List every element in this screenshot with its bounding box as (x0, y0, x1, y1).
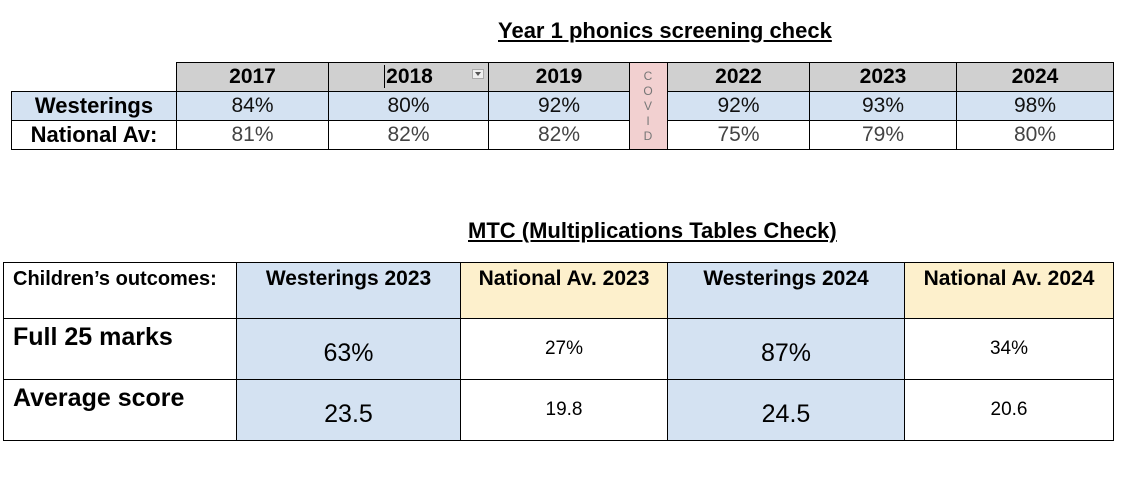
table-row: Average score 23.5 19.8 24.5 20.6 (3, 379, 1114, 441)
value-cell: 82% (488, 120, 630, 150)
value-cell: 87% (667, 318, 905, 380)
row-label-westerings: Westerings (11, 91, 177, 121)
table-row: Full 25 marks 63% 27% 87% 34% (3, 318, 1114, 380)
value-cell: 80% (956, 120, 1114, 150)
dropdown-arrow-icon[interactable] (472, 69, 484, 79)
value-cell: 82% (328, 120, 489, 150)
value-cell: 92% (667, 91, 810, 121)
covid-gap-cell: C O V I D (629, 62, 668, 150)
value-cell: 19.8 (460, 379, 668, 441)
table-row: Westerings 84% 80% 92% 92% 93% 98% (11, 91, 1114, 121)
row-label-national: National Av: (11, 120, 177, 150)
covid-letter: C (643, 68, 654, 83)
column-header: National Av. 2023 (460, 262, 668, 319)
value-cell: 24.5 (667, 379, 905, 441)
value-cell: 23.5 (236, 379, 461, 441)
value-cell: 84% (176, 91, 329, 121)
year-header-2024: 2024 (956, 62, 1114, 92)
value-cell: 81% (176, 120, 329, 150)
corner-cell (11, 62, 177, 92)
row-label: Average score (3, 379, 237, 441)
column-header: Westerings 2023 (236, 262, 461, 319)
year-header-2019: 2019 (488, 62, 630, 92)
year-header-2017: 2017 (176, 62, 329, 92)
value-cell: 63% (236, 318, 461, 380)
covid-letter: O (643, 83, 654, 98)
row-label: Full 25 marks (3, 318, 237, 380)
phonics-table: 2017 2018 2019 C O V I D 2022 2023 2024 … (11, 62, 1114, 150)
phonics-title: Year 1 phonics screening check (498, 18, 832, 43)
value-cell: 27% (460, 318, 668, 380)
year-header-label: 2018 (386, 65, 433, 88)
value-cell: 34% (904, 318, 1114, 380)
value-cell: 20.6 (904, 379, 1114, 441)
value-cell: 98% (956, 91, 1114, 121)
year-header-2022: 2022 (667, 62, 810, 92)
mtc-table: Children’s outcomes: Westerings 2023 Nat… (3, 262, 1114, 441)
covid-letter: D (643, 128, 654, 143)
mtc-title: MTC (Multiplications Tables Check) (468, 218, 837, 243)
value-cell: 75% (667, 120, 810, 150)
year-header-2018[interactable]: 2018 (328, 62, 489, 92)
text-cursor (384, 65, 386, 88)
covid-letter: V (643, 98, 653, 113)
value-cell: 80% (328, 91, 489, 121)
value-cell: 79% (809, 120, 957, 150)
table-row: National Av: 81% 82% 82% 75% 79% 80% (11, 120, 1114, 150)
year-header-2023: 2023 (809, 62, 957, 92)
column-header: National Av. 2024 (904, 262, 1114, 319)
covid-letter: I (646, 113, 651, 128)
value-cell: 93% (809, 91, 957, 121)
column-header: Westerings 2024 (667, 262, 905, 319)
corner-label: Children’s outcomes: (3, 262, 237, 319)
value-cell: 92% (488, 91, 630, 121)
